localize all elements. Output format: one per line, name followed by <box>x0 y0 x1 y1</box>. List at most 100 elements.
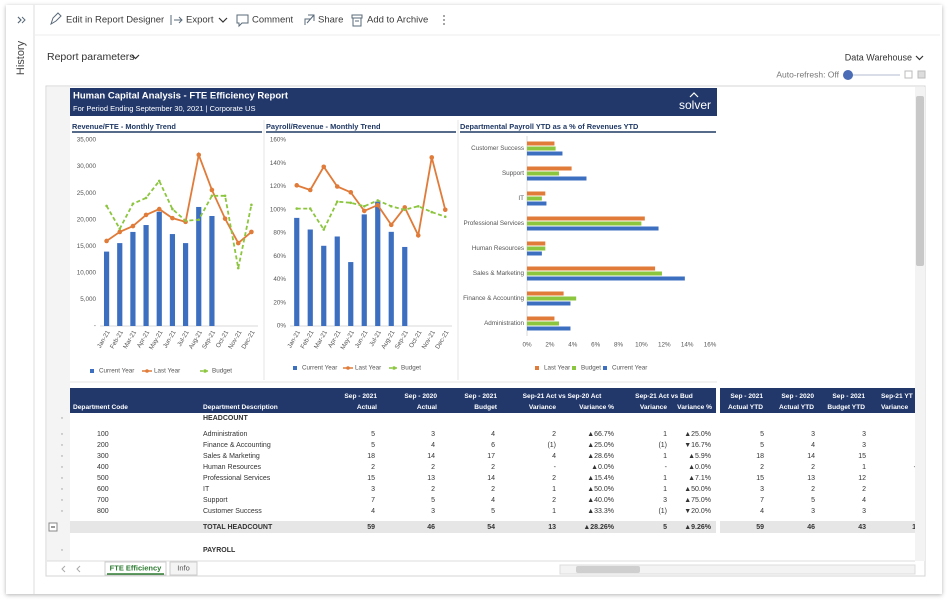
table-cell: 2 <box>862 486 866 493</box>
legend-swatch <box>346 366 350 370</box>
table-cell: 59 <box>367 524 375 531</box>
table-cell: 7 <box>760 497 764 504</box>
y-tick-label: 120% <box>270 183 287 190</box>
table-cell: Administration <box>203 431 247 438</box>
more-icon[interactable] <box>443 15 445 25</box>
toolbar-button[interactable]: Comment <box>252 15 294 26</box>
grid-icon[interactable] <box>918 71 925 78</box>
point <box>416 233 421 238</box>
table-cell: 5 <box>663 524 667 531</box>
bar <box>402 247 407 326</box>
point <box>336 200 339 203</box>
table-cell: 5 <box>811 497 815 504</box>
legend-swatch <box>203 369 207 373</box>
v-scroll-thumb[interactable] <box>916 96 924 266</box>
point <box>184 219 187 222</box>
table-cell: 4 <box>760 508 764 515</box>
toolbar-button[interactable]: Edit in Report Designer <box>66 15 164 26</box>
toolbar-button[interactable]: Export <box>186 15 214 26</box>
report-parameters[interactable]: Report parameters <box>47 51 135 63</box>
y-tick-label: Support <box>502 170 524 177</box>
y-tick-label: Human Resources <box>472 245 524 252</box>
y-tick-label: IT <box>518 195 524 202</box>
point <box>196 153 201 158</box>
point <box>363 205 366 208</box>
bar <box>527 202 546 206</box>
bar <box>157 212 162 326</box>
table-cell: 46 <box>807 524 815 531</box>
total-label: TOTAL HEADCOUNT <box>203 524 273 531</box>
toolbar-button[interactable]: Share <box>318 15 343 26</box>
table-cell: 2 <box>491 464 495 471</box>
column-header: Variance <box>529 404 556 411</box>
column-header: Sep - 2021 <box>464 393 497 400</box>
total-row <box>70 521 716 533</box>
toggle-knob[interactable] <box>843 70 853 80</box>
point <box>309 207 312 210</box>
point <box>335 184 340 189</box>
point <box>403 208 406 211</box>
column-header: Sep - 2020 <box>781 393 814 400</box>
table-cell: 14 <box>807 453 815 460</box>
row-marker <box>61 510 62 511</box>
table-cell: 5 <box>760 442 764 449</box>
point <box>349 201 352 204</box>
bar <box>527 242 545 246</box>
table-cell: Support <box>203 497 228 504</box>
point <box>321 164 326 169</box>
table-cell: 3 <box>431 431 435 438</box>
column-header: Actual <box>357 404 377 411</box>
table-cell: 2 <box>371 464 375 471</box>
table-cell: Professional Services <box>203 475 271 482</box>
chart-title: Departmental Payroll YTD as a % of Reven… <box>460 122 639 131</box>
bar <box>527 292 564 296</box>
point <box>295 207 298 210</box>
point <box>211 195 214 198</box>
column-header: Budget <box>474 404 498 411</box>
bar <box>527 222 641 226</box>
table-cell: 7 <box>371 497 375 504</box>
point <box>105 205 108 208</box>
table-cell: 15 <box>858 453 866 460</box>
row-marker <box>61 499 62 500</box>
y-tick-label: 15,000 <box>77 243 97 250</box>
sheet-tab-label[interactable]: FTE Efficiency <box>110 563 163 572</box>
y-tick-label: 160% <box>270 137 287 144</box>
point <box>375 203 380 208</box>
table-cell: 2 <box>552 431 556 438</box>
table-cell: 1 <box>862 464 866 471</box>
h-scroll-thumb[interactable] <box>576 566 640 573</box>
sheet-tab-label[interactable]: Info <box>177 563 190 572</box>
point <box>430 211 433 214</box>
bar <box>389 232 394 326</box>
x-tick-label: 10% <box>635 342 648 349</box>
table-cell: ▲40.0% <box>587 497 614 504</box>
table-cell: 4 <box>431 442 435 449</box>
point <box>376 199 379 202</box>
table-cell: (1) <box>658 442 667 449</box>
y-tick-label: 0% <box>277 323 287 330</box>
table-cell: 14 <box>487 475 495 482</box>
y-tick-label: 140% <box>270 160 287 167</box>
legend-label: Budget <box>581 365 601 372</box>
table-cell: ▲28.26% <box>583 524 614 531</box>
table-cell: ▲7.1% <box>688 475 711 482</box>
column-header: Sep - 2020 <box>404 393 437 400</box>
sidebar-label[interactable]: History <box>15 40 27 75</box>
x-tick-label: 16% <box>704 342 717 349</box>
table-cell: ▼16.7% <box>684 442 711 449</box>
column-header: Budget YTD <box>827 404 865 411</box>
bar <box>196 207 201 326</box>
x-tick-label: 12% <box>658 342 671 349</box>
table-cell: ▲28.6% <box>587 453 614 460</box>
legend-swatch <box>535 366 539 370</box>
table-cell: ▲50.0% <box>684 486 711 493</box>
table-cell: ▲5.9% <box>688 453 711 460</box>
x-tick-label: 8% <box>614 342 624 349</box>
toolbar-button[interactable]: Add to Archive <box>367 15 428 26</box>
y-tick-label: Professional Services <box>463 220 524 227</box>
x-tick-label: 14% <box>681 342 694 349</box>
data-source[interactable]: Data Warehouse <box>845 52 912 62</box>
logo: solver <box>679 98 711 112</box>
point <box>104 239 109 244</box>
